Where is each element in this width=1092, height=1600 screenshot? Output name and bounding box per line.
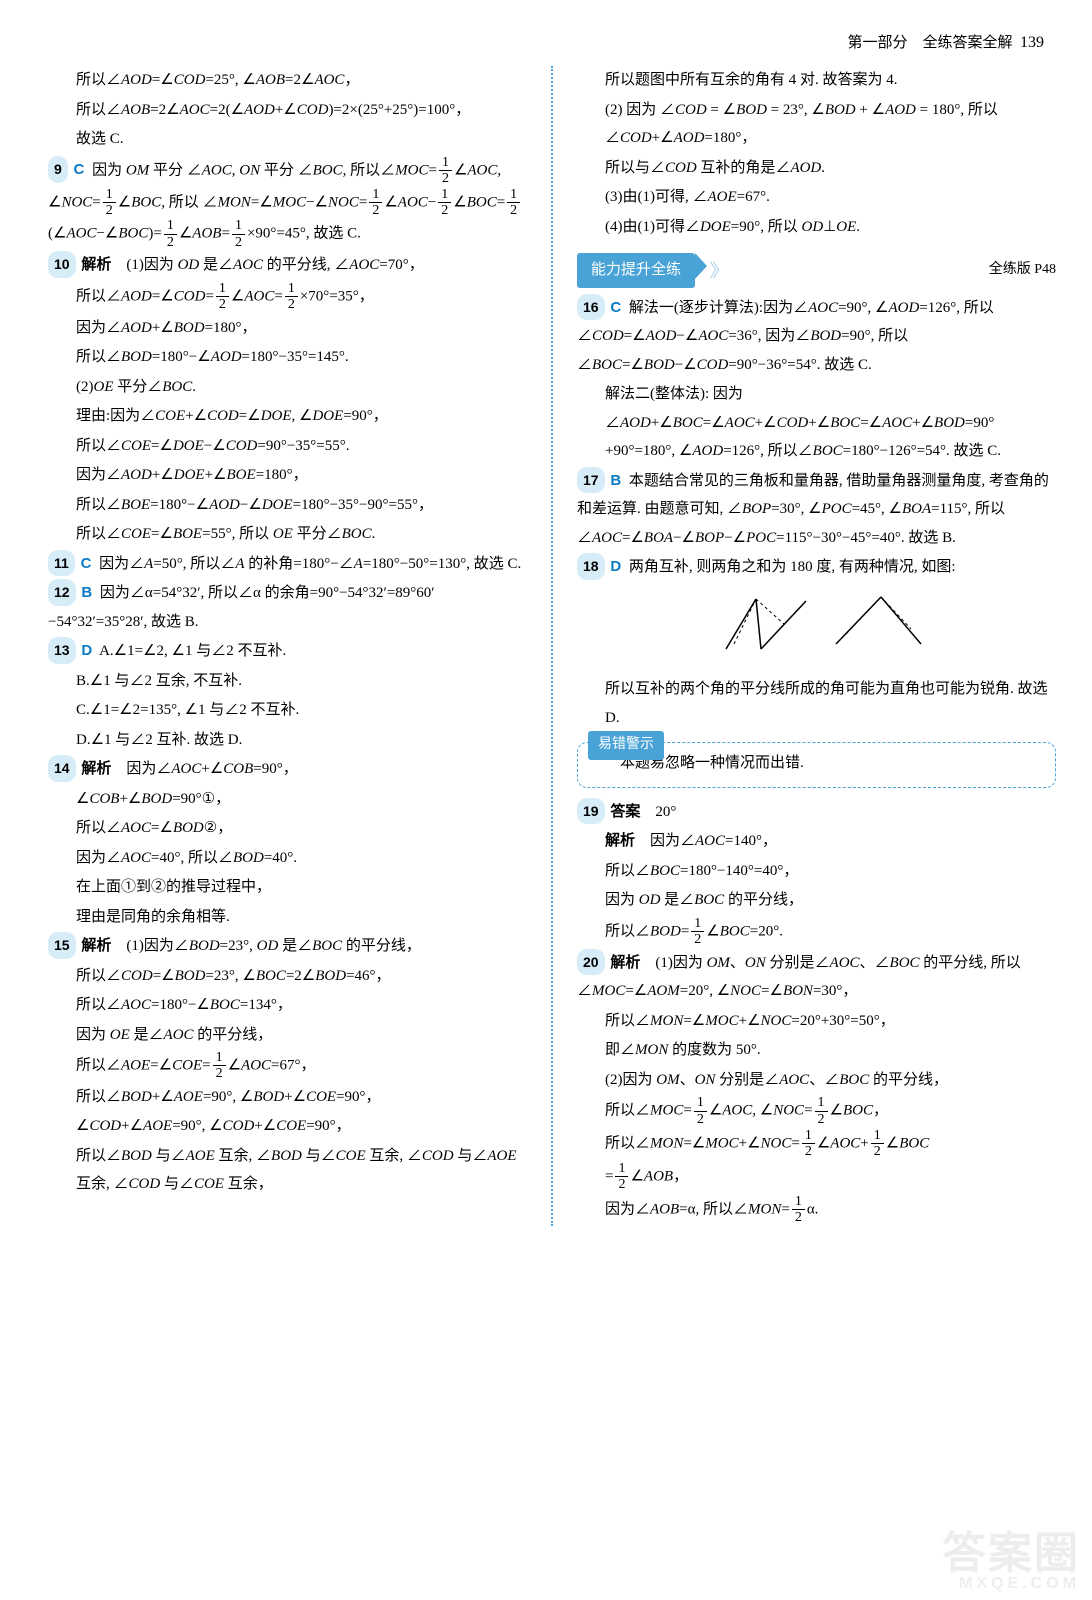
text-line: 所以∠BOC=180°−140°=40°，: [577, 857, 1056, 886]
question-number: 20: [577, 949, 605, 976]
question-number: 11: [48, 550, 75, 577]
question-16: 16 C 解法一(逐步计算法):因为∠AOC=90°, ∠AOD=126°, 所…: [577, 294, 1056, 380]
question-label: 解析: [81, 257, 111, 273]
text-line: 所以∠COD=∠BOD=23°, ∠BOC=2∠BOD=46°，: [48, 962, 531, 991]
part-title: 第一部分 全练答案全解: [847, 35, 1012, 51]
text-line: B.∠1 与∠2 互余, 不互补.: [48, 667, 531, 696]
question-9: 9 C 因为 OM 平分 ∠AOC, ON 平分 ∠BOC, 所以∠MOC=12…: [48, 155, 531, 250]
question-20: 20 解析 (1)因为 OM、ON 分别是∠AOC、∠BOC 的平分线, 所以∠…: [577, 949, 1056, 1006]
question-label: 解析: [81, 938, 111, 954]
question-label: 答案: [610, 804, 640, 820]
text-line: 所以∠BOD+∠AOE=90°, ∠BOD+∠COE=90°，: [48, 1083, 531, 1112]
text-line: 在上面①到②的推导过程中，: [48, 873, 531, 902]
question-label: 解析: [81, 761, 111, 777]
text-line: (2)OE 平分∠BOC.: [48, 373, 531, 402]
question-12: 12 B 因为∠α=54°32′, 所以∠α 的余角=90°−54°32′=89…: [48, 579, 531, 636]
text-line: 所以与∠COD 互补的角是∠AOD.: [577, 154, 1056, 183]
text-line: 解法二(整体法): 因为 ∠AOD+∠BOC=∠AOC+∠COD+∠BOC=∠A…: [577, 380, 1056, 466]
question-number: 15: [48, 932, 76, 959]
question-label: 解析: [610, 955, 640, 971]
text-line: 故选 C.: [48, 125, 531, 154]
section-title: 能力提升全练: [577, 253, 695, 288]
text-line: 因为∠AOD+∠DOE+∠BOE=180°，: [48, 461, 531, 490]
question-number: 14: [48, 755, 76, 782]
text-line: 所以题图中所有互余的角有 4 对. 故答案为 4.: [577, 66, 1056, 95]
question-number: 18: [577, 553, 605, 580]
text-line: =12∠AOB，: [577, 1161, 1056, 1193]
diagram-svg: [706, 589, 926, 659]
question-number: 19: [577, 798, 605, 825]
text-line: 所以∠AOC=∠BOD②，: [48, 814, 531, 843]
text-line: 理由是同角的余角相等.: [48, 903, 531, 932]
text-line: D.∠1 与∠2 互补. 故选 D.: [48, 726, 531, 755]
answer-letter: C: [74, 161, 85, 178]
question-number: 16: [577, 294, 605, 321]
angle-diagram: [577, 583, 1056, 676]
page-header: 第一部分 全练答案全解 139: [0, 0, 1092, 66]
section-page-ref: 全练版 P48: [989, 257, 1056, 284]
tip-box: 易错警示本题易忽略一种情况而出错.: [577, 742, 1056, 788]
answer-letter: D: [610, 558, 621, 575]
question-number: 9: [48, 156, 68, 183]
text-line: 因为 OD 是∠BOC 的平分线，: [577, 886, 1056, 915]
answer-letter: D: [81, 642, 92, 659]
text-line: 所以∠MON=∠MOC+∠NOC=12∠AOC+12∠BOC: [577, 1128, 1056, 1160]
question-number: 17: [577, 467, 605, 494]
question-number: 10: [48, 251, 76, 278]
text-line: 所以∠BOD 与∠AOE 互余, ∠BOD 与∠COE 互余, ∠COD 与∠A…: [48, 1142, 531, 1199]
question-number: 13: [48, 637, 76, 664]
text-line: 所以∠COE=∠BOE=55°, 所以 OE 平分∠BOC.: [48, 520, 531, 549]
question-number: 12: [48, 579, 76, 606]
text-line: 所以∠BOE=180°−∠AOD−∠DOE=180°−35°−90°=55°，: [48, 491, 531, 520]
section-banner: 能力提升全练〉〉 全练版 P48: [577, 253, 1056, 288]
answer-letter: B: [610, 472, 621, 489]
text-line: 即∠MON 的度数为 50°.: [577, 1036, 1056, 1065]
watermark-main: 答案圈: [942, 1529, 1080, 1578]
text-line: 所以互补的两个角的平分线所成的角可能为直角也可能为锐角. 故选 D.: [577, 675, 1056, 732]
tip-label: 易错警示: [588, 731, 664, 760]
text-line: 理由:因为∠COE+∠COD=∠DOE, ∠DOE=90°，: [48, 402, 531, 431]
question-14: 14 解析 因为∠AOC+∠COB=90°，: [48, 755, 531, 784]
question-10: 10 解析 (1)因为 OD 是∠AOC 的平分线, ∠AOC=70°，: [48, 251, 531, 280]
column-divider: [551, 66, 553, 1226]
text-line: (2)因为 OM、ON 分别是∠AOC、∠BOC 的平分线，: [577, 1066, 1056, 1095]
left-column: 所以∠AOD=∠COD=25°, ∠AOB=2∠AOC，所以∠AOB=2∠AOC…: [48, 66, 547, 1226]
text-line: ∠COB+∠BOD=90°①，: [48, 785, 531, 814]
text-line: 因为∠AOB=α, 所以∠MON=12α.: [577, 1194, 1056, 1226]
text-line: 所以∠COE=∠DOE−∠COD=90°−35°=55°.: [48, 432, 531, 461]
question-17: 17 B 本题结合常见的三角板和量角器, 借助量角器测量角度, 考查角的和差运算…: [577, 467, 1056, 553]
question-13: 13 D A.∠1=∠2, ∠1 与∠2 不互补.: [48, 637, 531, 666]
text-line: 因为∠AOC=40°, 所以∠BOD=40°.: [48, 844, 531, 873]
content-columns: 所以∠AOD=∠COD=25°, ∠AOB=2∠AOC，所以∠AOB=2∠AOC…: [0, 66, 1092, 1226]
answer-letter: C: [610, 299, 621, 316]
question-18: 18 D 两角互补, 则两角之和为 180 度, 有两种情况, 如图:: [577, 553, 1056, 582]
text-line: C.∠1=∠2=135°, ∠1 与∠2 不互补.: [48, 696, 531, 725]
text-line: 所以∠AOE=∠COE=12∠AOC=67°，: [48, 1050, 531, 1082]
text-line: 所以∠MON=∠MOC+∠NOC=20°+30°=50°，: [577, 1007, 1056, 1036]
watermark: 答案圈 MXQE.COM: [942, 1532, 1080, 1592]
text-line: 所以∠BOD=180°−∠AOD=180°−35°=145°.: [48, 343, 531, 372]
text-line: 因为∠AOD+∠BOD=180°，: [48, 314, 531, 343]
answer-letter: C: [81, 555, 92, 572]
text-line: 所以∠AOD=∠COD=12∠AOC=12×70°=35°，: [48, 281, 531, 313]
text-line: (2) 因为 ∠COD = ∠BOD = 23°, ∠BOD + ∠AOD = …: [577, 96, 1056, 153]
answer-letter: B: [81, 584, 92, 601]
question-19: 19 答案 20°: [577, 798, 1056, 827]
text-line: 所以∠AOD=∠COD=25°, ∠AOB=2∠AOC，: [48, 66, 531, 95]
text-line: 所以∠AOC=180°−∠BOC=134°，: [48, 991, 531, 1020]
text-line: 所以∠BOD=12∠BOC=20°.: [577, 916, 1056, 948]
text-line: ∠COD+∠AOE=90°, ∠COD+∠COE=90°，: [48, 1112, 531, 1141]
right-column: 所以题图中所有互余的角有 4 对. 故答案为 4.(2) 因为 ∠COD = ∠…: [557, 66, 1056, 1226]
question-15: 15 解析 (1)因为∠BOD=23°, OD 是∠BOC 的平分线，: [48, 932, 531, 961]
question-11: 11 C 因为∠A=50°, 所以∠A 的补角=180°−∠A=180°−50°…: [48, 550, 531, 579]
text-line: 因为 OE 是∠AOC 的平分线，: [48, 1021, 531, 1050]
text-line: (3)由(1)可得, ∠AOE=67°.: [577, 183, 1056, 212]
text-line: 所以∠MOC=12∠AOC, ∠NOC=12∠BOC，: [577, 1095, 1056, 1127]
chevron-icon: 〉〉: [709, 254, 724, 288]
page-number: 139: [1020, 34, 1044, 51]
text-line: (4)由(1)可得∠DOE=90°, 所以 OD⊥OE.: [577, 213, 1056, 242]
text-line: 所以∠AOB=2∠AOC=2(∠AOD+∠COD)=2×(25°+25°)=10…: [48, 96, 531, 125]
text-line: 解析 因为∠AOC=140°，: [577, 827, 1056, 856]
watermark-sub: MXQE.COM: [942, 1576, 1080, 1592]
